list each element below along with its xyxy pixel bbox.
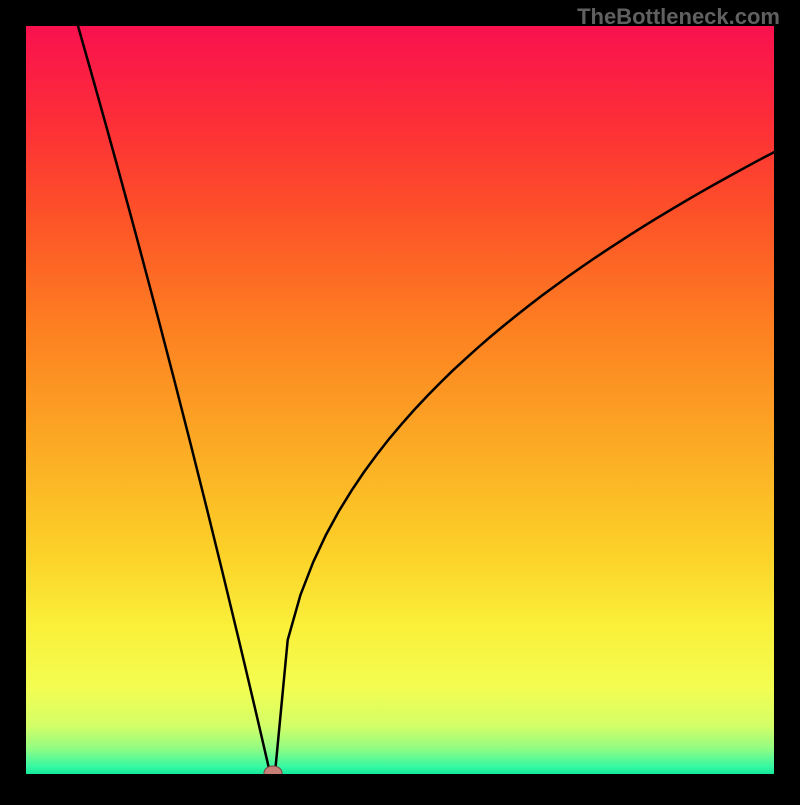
chart-svg bbox=[0, 0, 800, 800]
chart-container: TheBottleneck.com bbox=[0, 0, 800, 800]
watermark-text: TheBottleneck.com bbox=[577, 4, 780, 30]
chart-background bbox=[26, 26, 784, 778]
